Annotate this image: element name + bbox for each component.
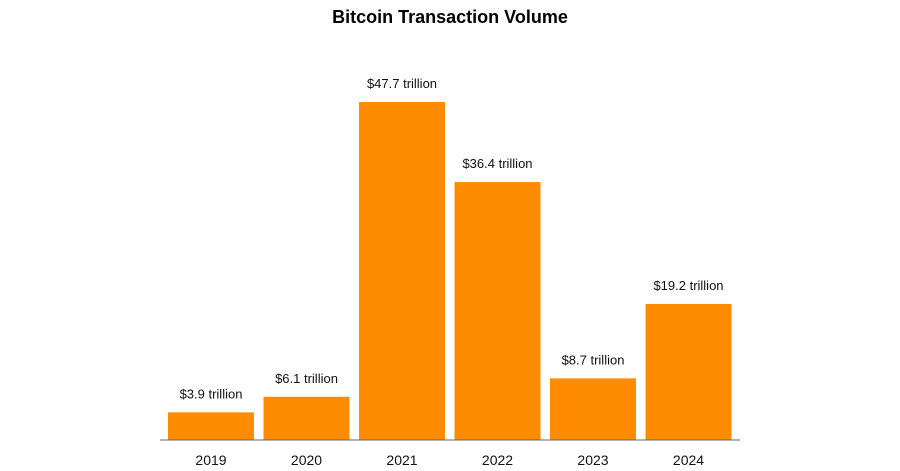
x-tick-label-2022: 2022	[482, 452, 513, 468]
x-tick-label-2023: 2023	[577, 452, 608, 468]
bar-2019	[168, 412, 254, 440]
x-tick-label-2024: 2024	[673, 452, 704, 468]
value-label-2020: $6.1 trillion	[275, 371, 338, 386]
value-labels-group: $3.9 trillion $6.1 trillion $47.7 trillion…	[180, 76, 724, 401]
bar-2024	[645, 303, 732, 440]
value-label-2019: $3.9 trillion	[180, 386, 243, 401]
x-tick-label-2021: 2021	[386, 452, 417, 468]
x-tick-label-2020: 2020	[291, 452, 322, 468]
value-label-2022: $36.4 trillion	[462, 156, 532, 171]
x-tick-labels-group: 2019 2020 2021 2022 2023 2024	[195, 452, 704, 468]
value-label-2021: $47.7 trillion	[367, 76, 437, 91]
value-label-2023: $8.7 trillion	[562, 352, 625, 367]
value-label-2024: $19.2 trillion	[653, 278, 723, 293]
bar-2021	[359, 102, 445, 440]
bars-group	[168, 102, 732, 440]
bar-2023	[550, 378, 636, 440]
chart-title: Bitcoin Transaction Volume	[332, 7, 568, 27]
bar-2022	[454, 182, 541, 440]
bar-2020	[263, 396, 350, 440]
x-tick-label-2019: 2019	[195, 452, 226, 468]
